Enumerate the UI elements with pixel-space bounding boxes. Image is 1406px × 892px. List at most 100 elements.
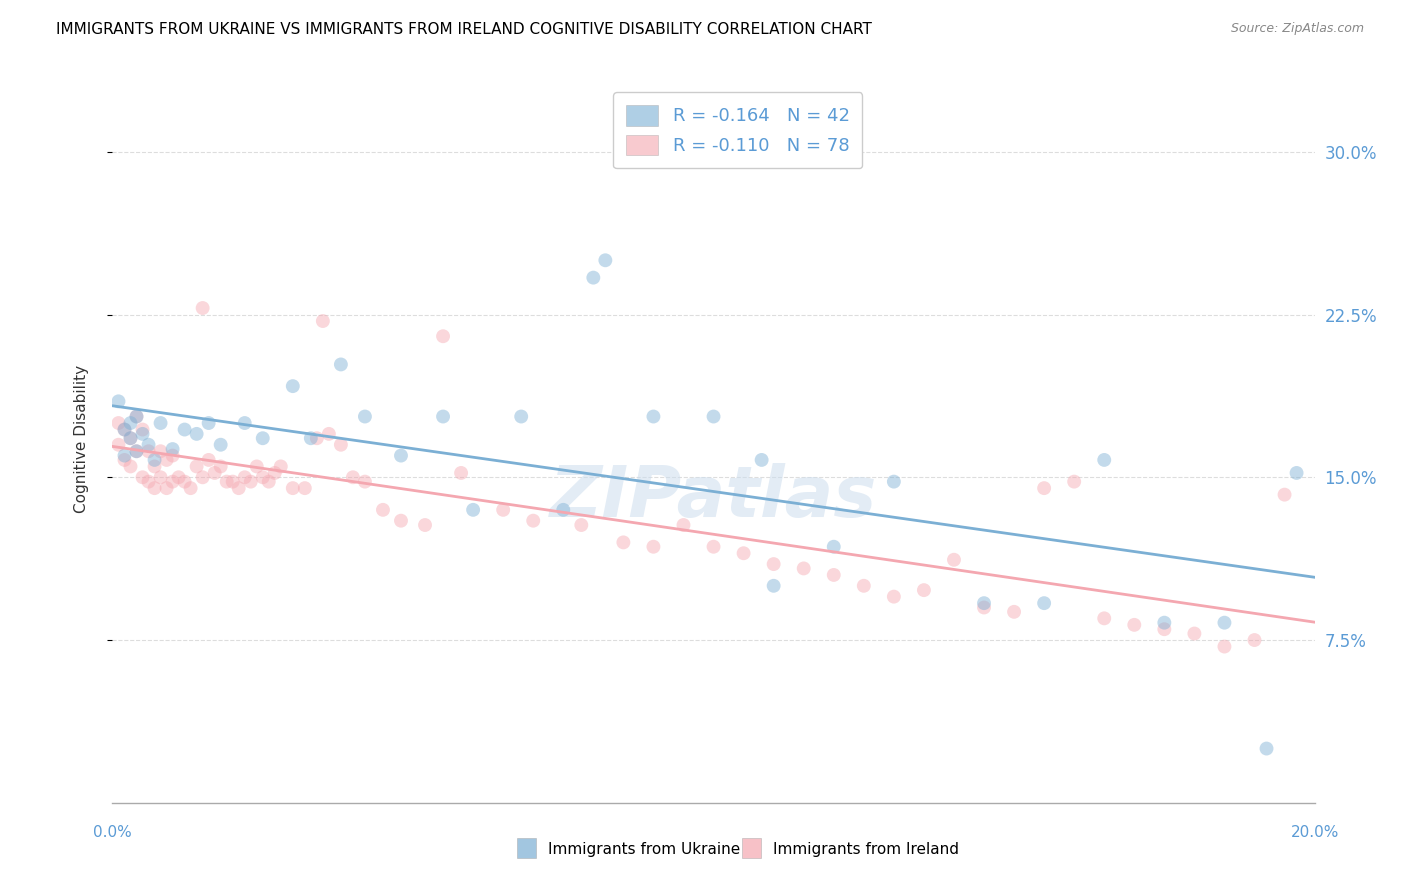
Point	[582, 270, 605, 285]
Point	[162, 475, 184, 489]
Point	[149, 444, 172, 458]
Point	[1063, 475, 1085, 489]
Point	[643, 540, 665, 554]
Point	[246, 459, 269, 474]
Point	[125, 409, 148, 424]
Point	[943, 553, 966, 567]
Point	[270, 459, 292, 474]
Point	[413, 518, 436, 533]
Point	[107, 438, 129, 452]
Point	[1002, 605, 1025, 619]
Point	[149, 470, 172, 484]
Point	[1153, 622, 1175, 636]
Point	[1153, 615, 1175, 630]
Point	[233, 416, 256, 430]
Point	[672, 518, 695, 533]
Point	[1285, 466, 1308, 480]
Point	[1184, 626, 1206, 640]
Point	[312, 314, 335, 328]
Point	[281, 379, 304, 393]
Text: Source: ZipAtlas.com: Source: ZipAtlas.com	[1230, 22, 1364, 36]
Point	[852, 579, 875, 593]
Point	[149, 416, 172, 430]
Point	[703, 409, 725, 424]
Point	[751, 453, 773, 467]
Point	[125, 444, 148, 458]
Point	[389, 514, 412, 528]
Point	[553, 503, 575, 517]
Point	[131, 423, 153, 437]
Point	[155, 481, 177, 495]
Point	[643, 409, 665, 424]
Point	[167, 470, 190, 484]
Point	[318, 426, 340, 441]
Point	[239, 475, 262, 489]
Point	[222, 475, 245, 489]
Point	[228, 481, 250, 495]
Point	[1213, 640, 1236, 654]
Point	[252, 470, 274, 484]
Point	[131, 470, 153, 484]
Point	[762, 579, 785, 593]
Point	[912, 583, 935, 598]
Point	[1092, 611, 1115, 625]
Point	[389, 449, 412, 463]
Text: Immigrants from Ireland: Immigrants from Ireland	[773, 842, 959, 856]
Point	[204, 466, 226, 480]
Point	[703, 540, 725, 554]
Point	[120, 459, 142, 474]
Point	[492, 503, 515, 517]
Point	[162, 442, 184, 456]
Point	[510, 409, 533, 424]
Point	[371, 503, 394, 517]
Point	[281, 481, 304, 495]
Point	[1256, 741, 1278, 756]
Point	[233, 470, 256, 484]
Text: Immigrants from Ukraine: Immigrants from Ukraine	[548, 842, 740, 856]
Text: 0.0%: 0.0%	[93, 825, 132, 839]
Point	[143, 459, 166, 474]
Point	[973, 600, 995, 615]
Point	[329, 438, 352, 452]
Point	[612, 535, 634, 549]
Point	[793, 561, 815, 575]
Point	[973, 596, 995, 610]
Point	[1123, 618, 1146, 632]
Point	[138, 475, 160, 489]
Point	[354, 475, 377, 489]
Point	[125, 409, 148, 424]
Point	[209, 438, 232, 452]
Y-axis label: Cognitive Disability: Cognitive Disability	[75, 365, 89, 514]
Point	[432, 409, 454, 424]
Point	[305, 431, 328, 445]
Point	[1033, 481, 1056, 495]
Point	[823, 540, 845, 554]
Point	[125, 444, 148, 458]
Point	[197, 453, 219, 467]
Point	[569, 518, 592, 533]
Point	[263, 466, 285, 480]
Point	[209, 459, 232, 474]
Point	[138, 438, 160, 452]
Point	[131, 426, 153, 441]
Point	[197, 416, 219, 430]
Point	[354, 409, 377, 424]
Legend: R = -0.164   N = 42, R = -0.110   N = 78: R = -0.164 N = 42, R = -0.110 N = 78	[613, 92, 862, 168]
Point	[107, 394, 129, 409]
Point	[186, 426, 208, 441]
Point	[143, 481, 166, 495]
Text: 20.0%: 20.0%	[1291, 825, 1339, 839]
Point	[252, 431, 274, 445]
Point	[733, 546, 755, 560]
Point	[114, 449, 136, 463]
Point	[1274, 488, 1296, 502]
Point	[450, 466, 472, 480]
Point	[173, 475, 195, 489]
Point	[432, 329, 454, 343]
Point	[257, 475, 280, 489]
Point	[1092, 453, 1115, 467]
Point	[883, 590, 905, 604]
Point	[114, 453, 136, 467]
Point	[595, 253, 617, 268]
Point	[883, 475, 905, 489]
